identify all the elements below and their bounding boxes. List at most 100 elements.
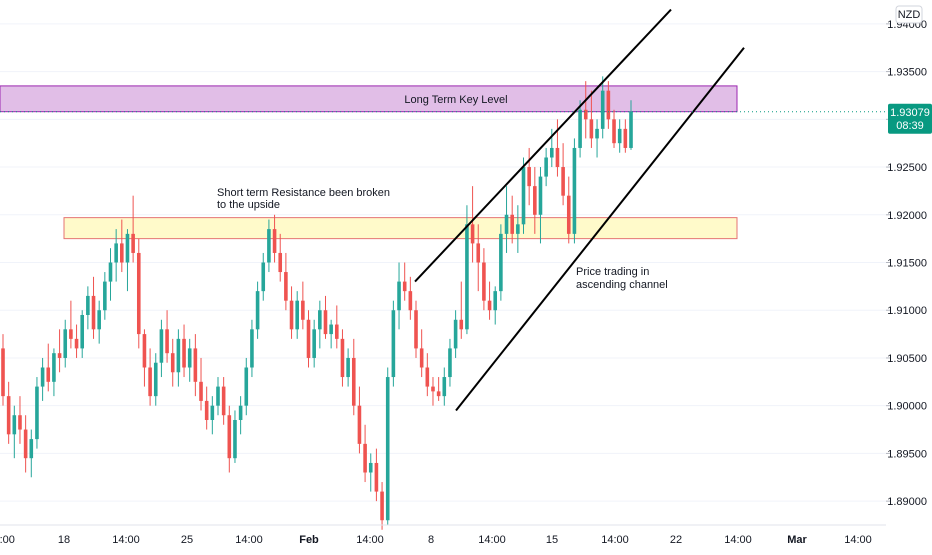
- candle-body: [52, 353, 56, 382]
- candle-body: [131, 233, 135, 253]
- candle: [431, 377, 435, 406]
- candle-body: [261, 262, 266, 292]
- candle-body: [578, 109, 582, 148]
- candle-body: [391, 310, 396, 378]
- candle: [284, 252, 288, 311]
- candle-body: [182, 338, 186, 368]
- candle-body: [329, 324, 333, 335]
- annotation-resistance-line-1: Short term Resistance been broken: [217, 187, 390, 199]
- candle: [566, 176, 571, 244]
- y-tick-label: 1.91500: [887, 258, 927, 270]
- candle-body: [46, 367, 51, 382]
- candle: [80, 310, 85, 358]
- candle: [159, 319, 164, 378]
- candle-body: [187, 348, 192, 368]
- candle-body: [284, 272, 288, 301]
- candle: [346, 348, 350, 387]
- candle-body: [136, 252, 141, 335]
- candle: [176, 329, 181, 387]
- candle-body: [165, 329, 169, 354]
- candle: [629, 100, 633, 150]
- time-axis[interactable]: l:00 18 14:00 25 14:00 Feb 14:00 8 14:00 15 14:00 2…: [0, 524, 886, 546]
- candle: [69, 300, 73, 349]
- candle-body: [210, 405, 215, 420]
- candle: [595, 119, 599, 158]
- candle: [187, 338, 192, 382]
- candle-body: [402, 281, 407, 292]
- currency-badge-box: [895, 5, 923, 24]
- candle: [391, 300, 396, 387]
- candle: [250, 319, 254, 378]
- candle: [142, 329, 147, 387]
- candle: [323, 295, 328, 339]
- zones: Long Term Key Level: [0, 85, 738, 240]
- candle-body: [244, 367, 249, 406]
- candle-body: [561, 167, 565, 196]
- candle: [261, 252, 266, 301]
- currency-badge[interactable]: NZD: [895, 5, 923, 24]
- annotation-resistance-line-2: to the upside: [217, 199, 280, 211]
- candle: [199, 357, 203, 411]
- resistance-zone: [63, 217, 738, 240]
- candle-body: [142, 334, 147, 368]
- candle-body: [74, 338, 79, 349]
- candle: [52, 348, 56, 397]
- candle: [408, 276, 413, 320]
- candle: [368, 453, 373, 492]
- candle: [295, 291, 299, 339]
- candle-body: [493, 291, 498, 311]
- candle-body: [120, 243, 124, 263]
- candle-body: [12, 415, 17, 435]
- candle: [170, 338, 175, 387]
- candle-body: [544, 157, 548, 177]
- candle: [589, 90, 594, 148]
- x-tick-label: 14:00: [356, 534, 384, 546]
- channel-upper-line[interactable]: [414, 8, 672, 283]
- candle: [148, 348, 152, 406]
- candle-body: [323, 310, 328, 335]
- candle-body: [351, 357, 356, 406]
- candle: [578, 100, 582, 158]
- x-tick-label: 14:00: [724, 534, 752, 546]
- candle-body: [357, 405, 362, 444]
- candle-body: [583, 109, 588, 120]
- candle: [86, 286, 90, 330]
- candle-body: [289, 300, 294, 330]
- candle: [374, 448, 379, 502]
- candle-body: [69, 329, 73, 339]
- candle-body: [521, 167, 526, 225]
- candle-body: [250, 329, 254, 368]
- candle: [165, 310, 169, 363]
- candle-body: [233, 420, 237, 459]
- annotation-channel-line-1: Price trading in: [576, 266, 649, 278]
- candle: [448, 338, 452, 387]
- candle-body: [18, 415, 22, 430]
- channel-lower-line[interactable]: [455, 47, 745, 412]
- candle-body: [397, 281, 401, 311]
- x-tick-label: 8: [428, 534, 434, 546]
- candle-body: [408, 291, 413, 311]
- x-tick-label: Mar: [787, 534, 807, 546]
- candle-body: [566, 195, 571, 234]
- candle: [227, 405, 232, 473]
- price-axis[interactable]: 1.940001.935001.930001.925001.920001.915…: [886, 19, 927, 508]
- long-term-key-level-zone: [0, 85, 738, 113]
- candle: [363, 424, 367, 483]
- candle-body: [340, 338, 345, 378]
- candle-body: [595, 128, 599, 139]
- candle-body: [476, 243, 481, 263]
- x-tick-label: 14:00: [844, 534, 872, 546]
- candle: [385, 367, 390, 525]
- candle: [136, 238, 141, 349]
- y-tick-label: 1.89500: [887, 448, 927, 460]
- candle: [91, 276, 96, 339]
- candle: [289, 286, 294, 339]
- candle-body: [555, 147, 560, 168]
- candle: [233, 410, 237, 463]
- candle: [499, 224, 503, 301]
- x-tick-label: Feb: [299, 534, 319, 546]
- candle: [210, 396, 215, 435]
- candle-body: [318, 310, 322, 330]
- currency-label: NZD: [898, 9, 921, 21]
